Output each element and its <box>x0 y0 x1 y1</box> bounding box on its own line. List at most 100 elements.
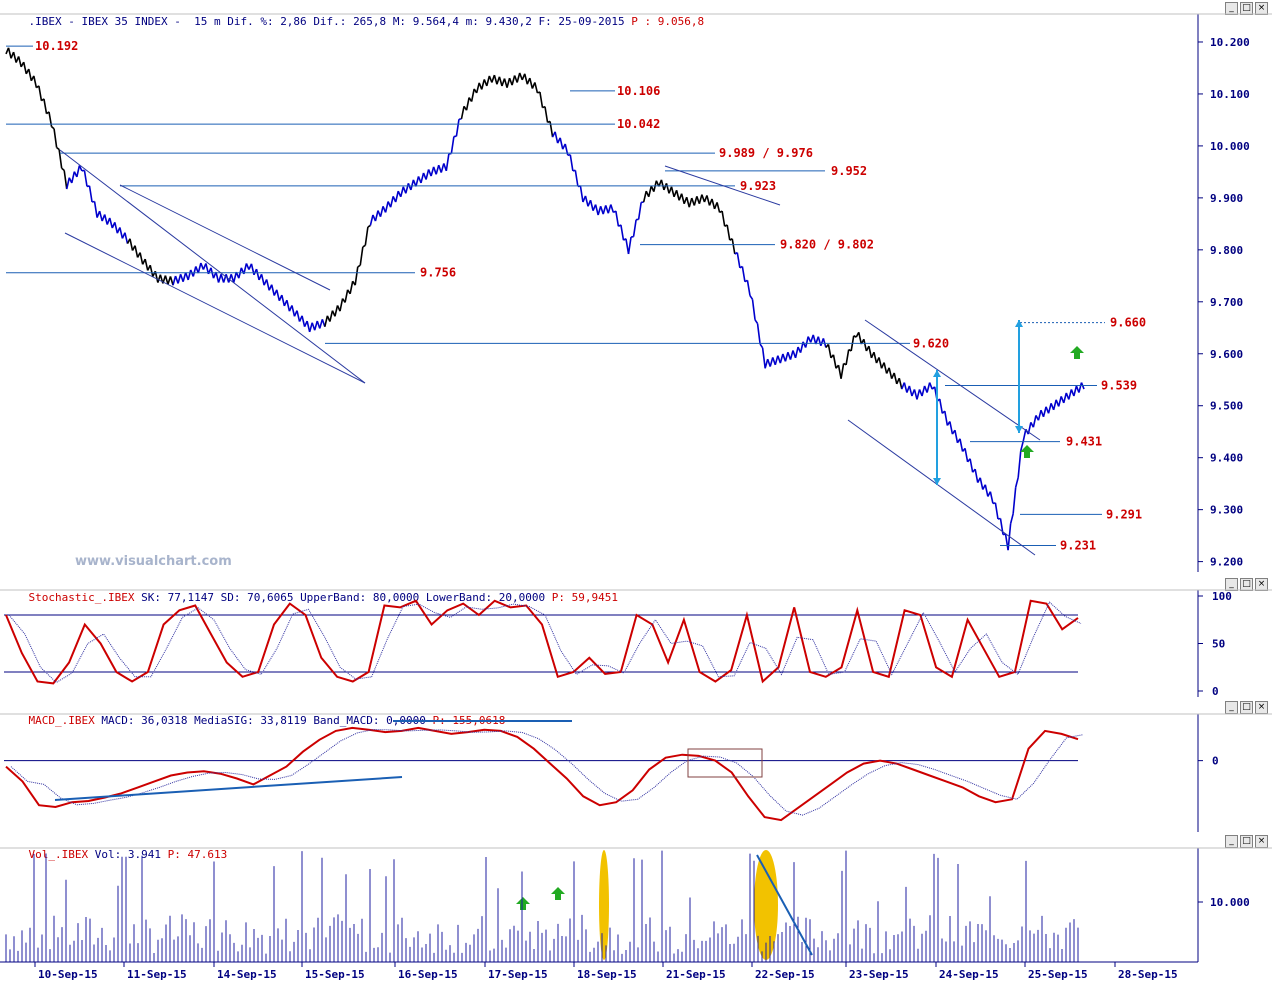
vol-header: Vol_.IBEX Vol: 3.941 P: 47.613 <box>2 834 228 861</box>
price-segment <box>632 219 637 237</box>
close-icon[interactable]: × <box>1255 578 1268 591</box>
p-value: 9.056,8 <box>657 15 705 28</box>
x-tick-label: 15-Sep-15 <box>305 968 365 981</box>
price-segment <box>260 274 265 286</box>
price-segment <box>529 77 534 89</box>
stoch-ub-value: 80,0000 <box>372 591 420 604</box>
price-segment <box>61 167 65 171</box>
watermark: www.visualchart.com <box>75 554 232 569</box>
price-segment <box>440 163 445 173</box>
price-segment <box>103 214 108 225</box>
price-segment <box>711 198 716 210</box>
price-segment <box>324 315 329 327</box>
price-level-label: 9.952 <box>831 164 867 178</box>
x-tick-label: 28-Sep-15 <box>1118 968 1178 981</box>
price-segment <box>706 195 711 206</box>
price-segment <box>1017 450 1022 478</box>
price-segment <box>475 82 480 94</box>
price-segment <box>389 196 394 208</box>
price-segment <box>868 345 873 359</box>
macd-label: MACD: <box>101 714 135 727</box>
price-segment <box>959 438 964 452</box>
price-segment <box>721 210 726 227</box>
macd-name: MACD_.IBEX <box>28 714 95 727</box>
price-segment <box>688 197 693 208</box>
price-panel: 10.200 10.100 10.000 9.900 9.800 9.700 9.600 9.… <box>5 36 1250 910</box>
price-segment <box>149 264 154 277</box>
p-label: P : <box>631 15 652 28</box>
price-segment <box>913 389 918 400</box>
price-segment <box>78 165 83 172</box>
price-segment <box>789 350 794 360</box>
price-segment <box>554 131 559 144</box>
price-segment <box>394 190 400 203</box>
dif-pct-label: Dif. %: <box>227 15 274 28</box>
price-segment <box>374 210 379 222</box>
price-segment <box>804 336 809 348</box>
price-segment <box>949 421 954 435</box>
price-segment <box>670 186 675 198</box>
price-segment <box>56 146 60 151</box>
price-segment <box>93 201 98 218</box>
price-segment <box>114 222 119 234</box>
close-icon[interactable]: × <box>1255 701 1268 714</box>
price-segment <box>217 274 222 283</box>
price-segment <box>415 176 420 187</box>
price-segment <box>460 106 465 120</box>
price-y-tick-label: 9.900 <box>1210 192 1243 205</box>
price-segment <box>420 172 425 184</box>
price-segment <box>903 382 908 393</box>
price-segment <box>589 200 594 211</box>
stoch-y-tick-label: 50 <box>1212 638 1225 651</box>
price-segment <box>493 74 498 85</box>
vol-highlight <box>599 850 609 960</box>
macd-highlight-box <box>687 748 763 778</box>
price-level-label: 9.431 <box>1066 435 1102 449</box>
dif-value: 265,8 <box>353 15 387 28</box>
price-segment <box>812 334 817 345</box>
price-segment <box>306 320 311 333</box>
price-segment <box>83 170 88 187</box>
x-axis: 10-Sep-15 11-Sep-15 14-Sep-15 15-Sep-15 16-S… <box>0 961 1198 981</box>
x-tick-label: 17-Sep-15 <box>488 968 548 981</box>
price-segment <box>693 196 698 206</box>
price-segment <box>108 217 114 229</box>
price-y-tick-label: 9.300 <box>1210 504 1243 517</box>
stoch-y-tick-label: 100 <box>1212 590 1232 603</box>
price-segment <box>817 336 822 347</box>
trend-line <box>59 149 366 384</box>
price-segment <box>534 82 539 94</box>
price-segment <box>134 245 139 258</box>
price-segment <box>129 238 134 251</box>
price-segment <box>627 236 632 255</box>
price-segment <box>863 339 868 352</box>
price-segment <box>680 193 685 204</box>
price-y-tick-label: 10.000 <box>1210 140 1250 153</box>
price-level-label: 9.660 <box>1110 316 1146 330</box>
price-segment <box>1009 513 1014 524</box>
price-segment <box>761 347 766 369</box>
minimize-icon[interactable]: _ <box>1225 578 1238 591</box>
price-segment <box>888 367 893 379</box>
price-segment <box>354 266 359 286</box>
stoch-y-tick-label: 0 <box>1212 685 1219 698</box>
price-segment <box>516 72 521 83</box>
price-segment <box>275 289 281 301</box>
price-segment <box>756 323 761 345</box>
macd-line <box>5 726 1079 822</box>
price-segment <box>1022 429 1027 442</box>
price-segment <box>602 205 607 215</box>
price-segment <box>647 185 653 198</box>
price-segment <box>539 91 544 108</box>
price-segment <box>357 264 361 268</box>
stochastic-panel: 100 50 0 <box>4 590 1232 698</box>
price-segment <box>774 355 779 366</box>
trend-line <box>119 184 331 291</box>
arrow-up-icon <box>1020 445 1034 458</box>
price-segment <box>1014 477 1019 488</box>
price-segment <box>38 85 43 101</box>
price-y-tick-label: 9.800 <box>1210 244 1243 257</box>
price-segment <box>405 183 410 194</box>
price-segment <box>989 491 994 504</box>
